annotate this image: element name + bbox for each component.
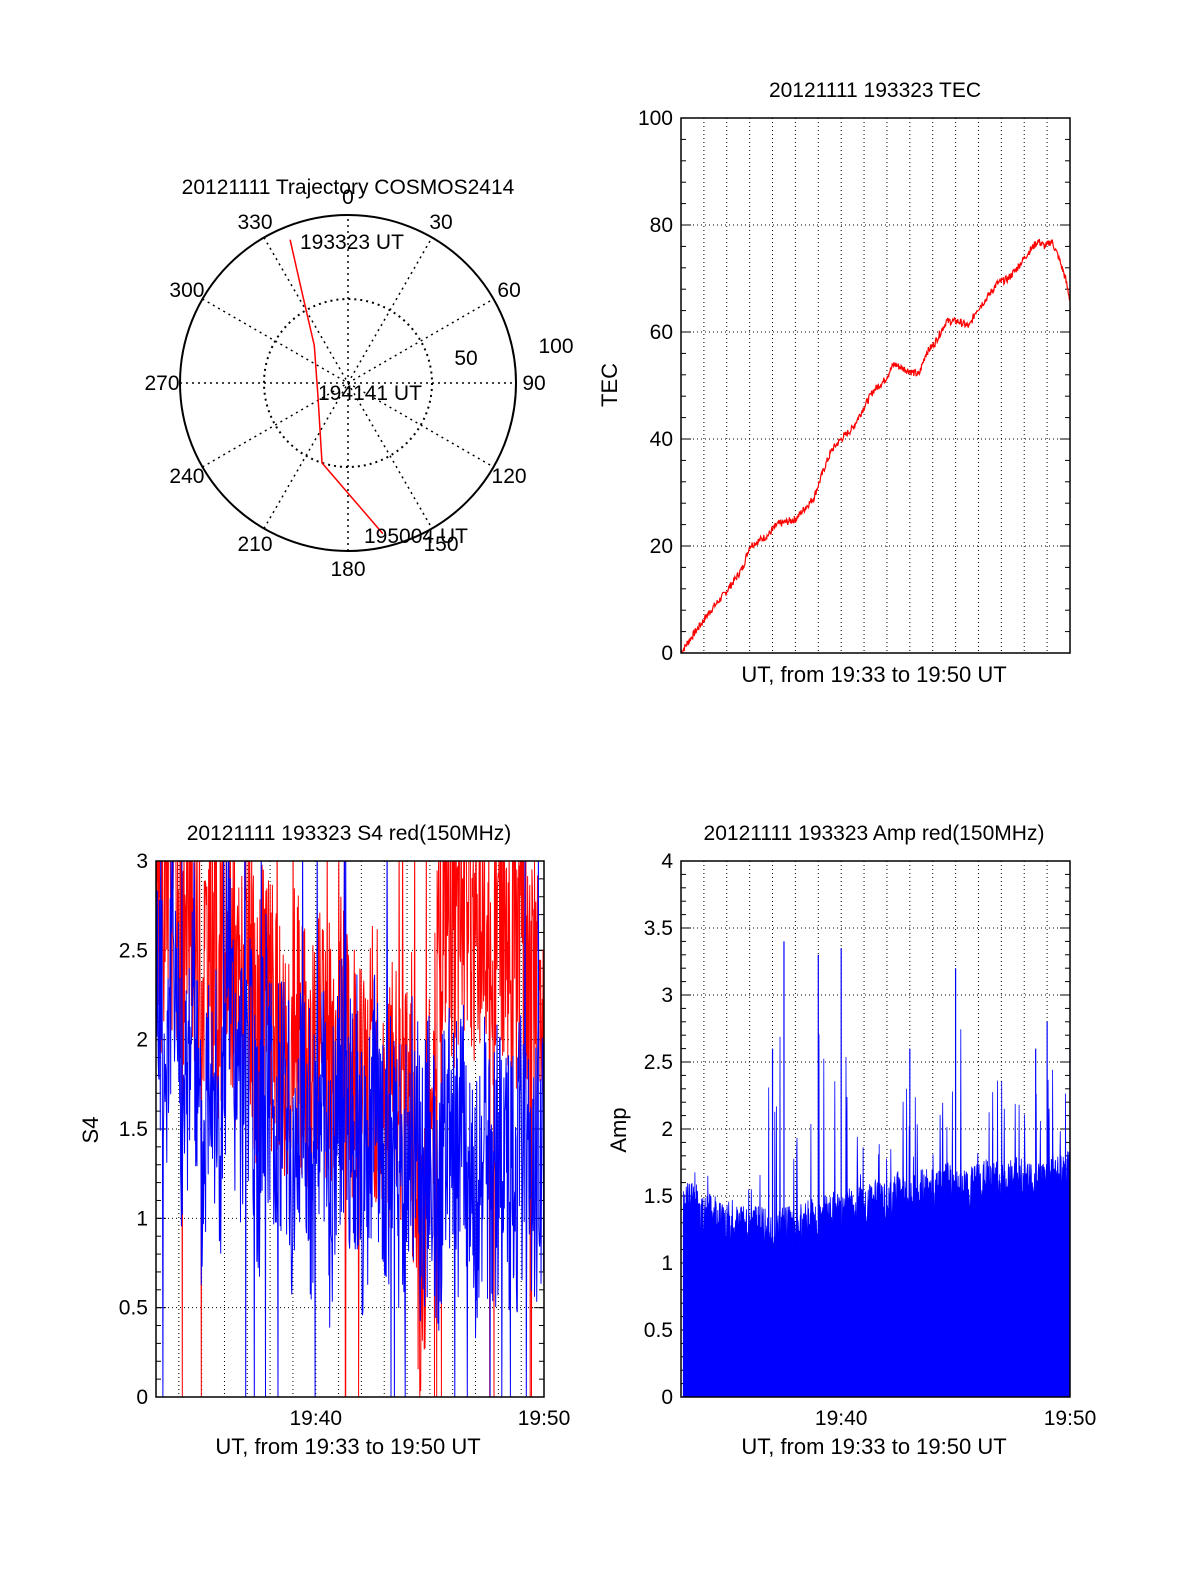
polar-trajectory-chart: 20121111 Trajectory COSMOS2414 0 30 60 90 12… bbox=[144, 176, 573, 581]
series-group bbox=[156, 861, 544, 1397]
y-tick-label: 0.5 bbox=[119, 1297, 148, 1320]
tec-line bbox=[681, 238, 1070, 653]
s4-y-axis-label: S4 bbox=[78, 1117, 103, 1144]
polar-grid bbox=[179, 214, 517, 552]
polar-angle-tick-0: 0 bbox=[342, 186, 354, 209]
amp-x-axis-label: UT, from 19:33 to 19:50 UT bbox=[741, 1434, 1006, 1459]
tec-chart-title: 20121111 193323 TEC bbox=[769, 79, 981, 102]
tec-y-axis-label: TEC bbox=[597, 363, 622, 407]
y-tick-label: 1.5 bbox=[119, 1118, 148, 1141]
polar-angle-tick-60: 60 bbox=[497, 279, 520, 302]
y-tick-label: 60 bbox=[650, 321, 673, 344]
polar-angle-tick-270: 270 bbox=[144, 372, 179, 395]
y-tick-label: 0 bbox=[661, 642, 673, 665]
series-group bbox=[682, 941, 1070, 1397]
x-tick-label: 19:40 bbox=[815, 1407, 868, 1430]
polar-angle-tick-30: 30 bbox=[429, 211, 452, 234]
tec-chart: 20121111 193323 TEC UT, from 19:33 to 19… bbox=[597, 79, 1071, 687]
trajectory-end-label: 195004 UT bbox=[364, 525, 468, 548]
y-tick-label: 0.5 bbox=[644, 1319, 673, 1342]
y-tick-label: 80 bbox=[650, 214, 673, 237]
y-tick-label: 100 bbox=[638, 107, 673, 130]
plot-frame bbox=[680, 860, 1071, 1398]
amp-y-axis-label: Amp bbox=[606, 1107, 631, 1152]
polar-radial-tick-100: 100 bbox=[538, 335, 573, 358]
x-tick-label: 19:40 bbox=[289, 1407, 342, 1430]
y-tick-label: 2.5 bbox=[119, 939, 148, 962]
trajectory-mid-label: 194141 UT bbox=[318, 382, 422, 405]
polar-angle-tick-300: 300 bbox=[169, 279, 204, 302]
y-tick-label: 3.5 bbox=[644, 917, 673, 940]
polar-spoke-150 bbox=[263, 237, 433, 529]
plot-frame bbox=[680, 117, 1071, 654]
polar-angle-tick-330: 330 bbox=[237, 211, 272, 234]
trajectory-line-0 bbox=[289, 239, 384, 535]
s4-x-axis-label: UT, from 19:33 to 19:50 UT bbox=[215, 1434, 480, 1459]
trajectory-start-label: 193323 UT bbox=[300, 231, 404, 254]
x-tick-label: 19:50 bbox=[1044, 1407, 1097, 1430]
series-group bbox=[681, 238, 1070, 653]
amp-bars bbox=[682, 1029, 1070, 1397]
y-tick-label: 2 bbox=[661, 1118, 673, 1141]
y-tick-label: 0 bbox=[136, 1386, 148, 1409]
plot-frame bbox=[155, 860, 545, 1398]
polar-angle-tick-240: 240 bbox=[169, 465, 204, 488]
amp-chart: 20121111 193323 Amp red(150MHz) UT, from… bbox=[606, 822, 1096, 1459]
y-tick-label: 1 bbox=[136, 1207, 148, 1230]
s4-chart: 20121111 193323 S4 red(150MHz) UT, from … bbox=[78, 822, 570, 1459]
x-tick-label: 19:50 bbox=[518, 1407, 571, 1430]
y-tick-label: 0 bbox=[661, 1386, 673, 1409]
polar-angle-tick-90: 90 bbox=[522, 372, 545, 395]
y-tick-label: 20 bbox=[650, 535, 673, 558]
y-tick-label: 2.5 bbox=[644, 1051, 673, 1074]
polar-angle-tick-210: 210 bbox=[237, 533, 272, 556]
y-tick-label: 2 bbox=[136, 1029, 148, 1052]
amp-chart-title: 20121111 193323 Amp red(150MHz) bbox=[704, 822, 1045, 845]
polar-chart-title: 20121111 Trajectory COSMOS2414 bbox=[182, 176, 515, 199]
amp-plot-area: 0 0.5 1 1.5 2 2.5 3 3.5 4 19:40 19:50 bbox=[644, 850, 1096, 1430]
y-tick-label: 1 bbox=[661, 1252, 673, 1275]
y-tick-label: 1.5 bbox=[644, 1185, 673, 1208]
s4-plot-area: 0 0.5 1 1.5 2 2.5 3 19:40 19:50 bbox=[119, 850, 571, 1430]
y-tick-label: 4 bbox=[661, 850, 673, 873]
y-tick-label: 40 bbox=[650, 428, 673, 451]
polar-radial-tick-50: 50 bbox=[454, 347, 477, 370]
polar-radial-ticks: 50 100 bbox=[454, 335, 573, 370]
trajectory-series bbox=[289, 239, 384, 535]
tec-x-axis-label: UT, from 19:33 to 19:50 UT bbox=[741, 662, 1006, 687]
y-tick-label: 3 bbox=[661, 984, 673, 1007]
y-tick-label: 3 bbox=[136, 850, 148, 873]
s4-chart-title: 20121111 193323 S4 red(150MHz) bbox=[187, 822, 512, 845]
polar-angle-tick-120: 120 bbox=[492, 465, 527, 488]
s4-blue-line bbox=[156, 861, 544, 1397]
polar-angle-ticks: 0 30 60 90 120 150 180 210 240 270 300 330 bbox=[144, 186, 545, 581]
tec-plot-area: 0 20 40 60 80 100 bbox=[638, 107, 1071, 665]
polar-angle-tick-150: 150 bbox=[423, 533, 458, 556]
polar-angle-tick-180: 180 bbox=[330, 558, 365, 581]
